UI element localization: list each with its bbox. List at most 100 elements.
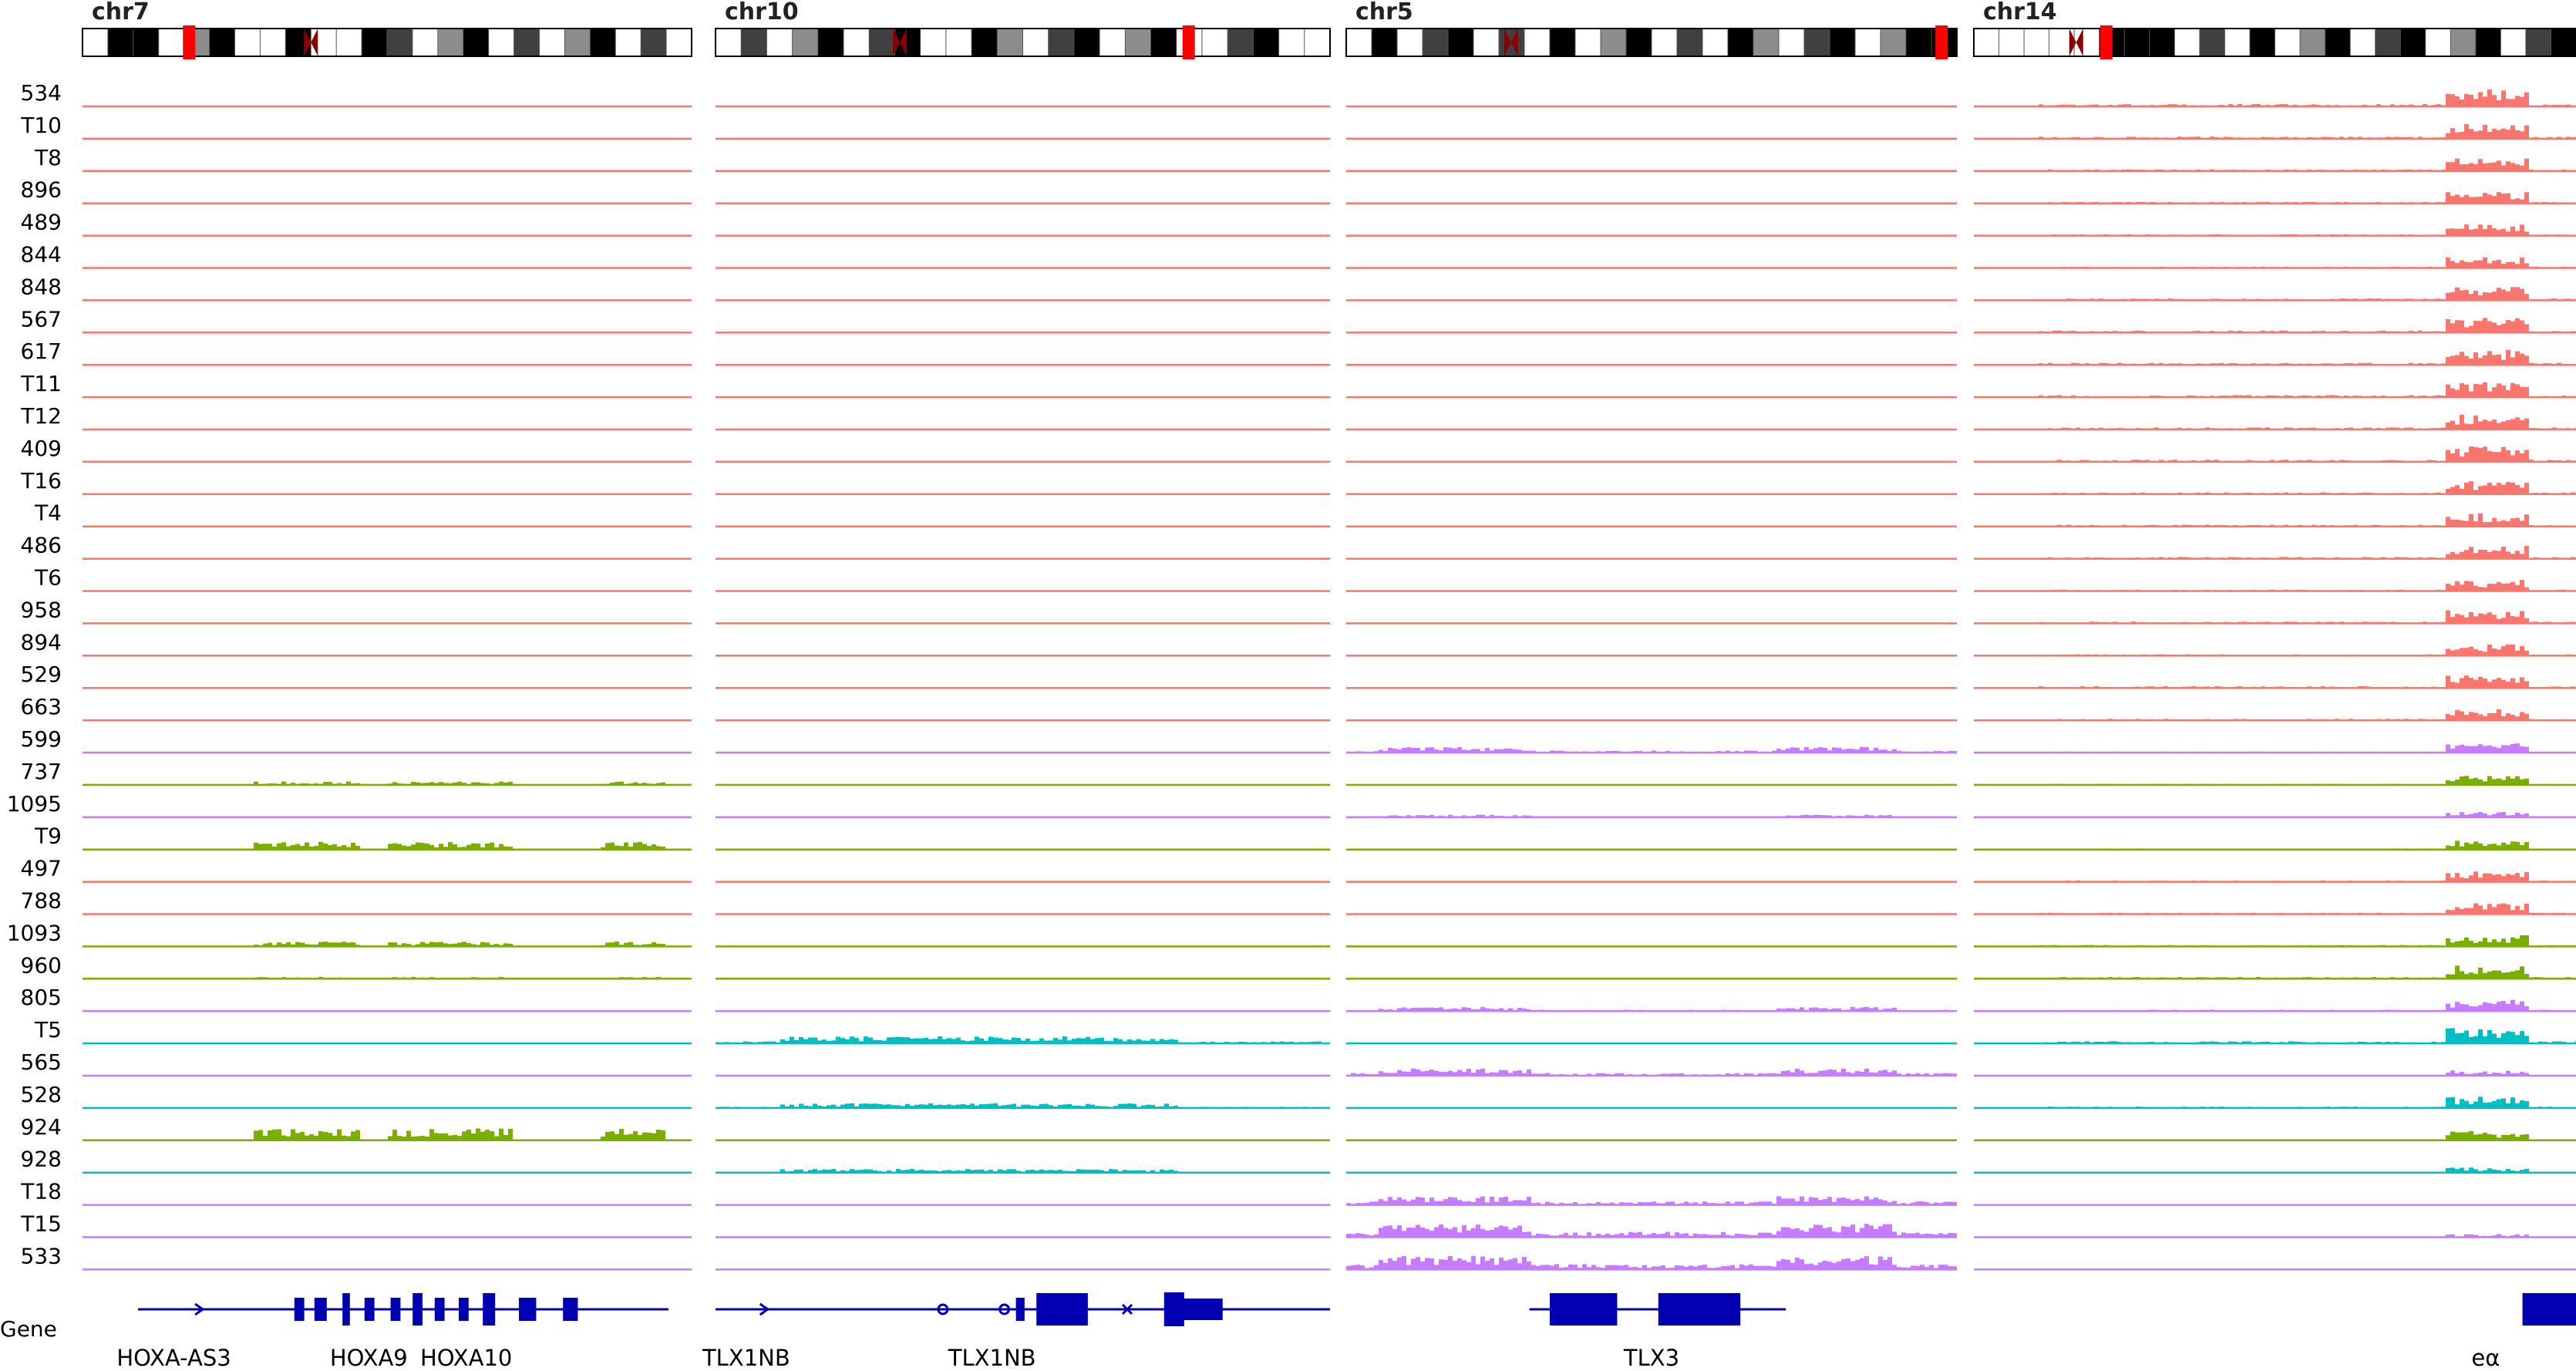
track-row-599: 599 (21, 726, 2576, 753)
coverage-area (1974, 709, 2576, 720)
track-row-1095: 1095 (7, 791, 2576, 817)
cytoband (716, 29, 742, 56)
cytoband (844, 29, 870, 56)
ideogram-chr14: chr14 (1974, 0, 2576, 59)
ideogram-chr10: chr10 (716, 0, 1331, 59)
gene-model-chr14: eα (2471, 1293, 2576, 1371)
exon (1016, 1298, 1025, 1321)
cytoband (210, 29, 235, 56)
coverage-area (1974, 446, 2576, 462)
coverage-area (1346, 1069, 1957, 1076)
exon (295, 1298, 305, 1321)
track-row-958: 958 (21, 597, 2576, 623)
track-label: 528 (21, 1082, 62, 1107)
cytoband (615, 29, 641, 56)
track-row-489: 489 (21, 210, 2576, 236)
exon (1550, 1293, 1593, 1326)
coverage-area (1974, 610, 2576, 623)
track-label: 805 (21, 985, 62, 1010)
cytoband (2400, 29, 2426, 56)
cytoband (463, 29, 489, 56)
cytoband (489, 29, 514, 56)
cytoband (1202, 29, 1228, 56)
coverage-area (1974, 224, 2576, 236)
cytoband (1524, 29, 1551, 56)
cytoband (2500, 29, 2526, 56)
cytoband (1074, 29, 1100, 56)
track-row-T18: T18 (20, 1179, 2576, 1205)
cytoband (1423, 29, 1449, 56)
track-row-805: 805 (21, 985, 2576, 1011)
chromosome-label: chr7 (92, 0, 150, 25)
coverage-area (1974, 965, 2576, 979)
exon (519, 1298, 536, 1321)
track-label: T9 (34, 824, 62, 849)
cytoband (1906, 29, 1932, 56)
track-label: 663 (21, 694, 62, 719)
cytoband (1125, 29, 1151, 56)
track-label: 617 (21, 339, 62, 364)
cytoband (2325, 29, 2351, 56)
coverage-area (1346, 1256, 1957, 1270)
ideogram-chr5: chr5 (1346, 0, 1958, 59)
track-label: 928 (21, 1147, 62, 1172)
track-row-1093: 1093 (7, 920, 2576, 946)
cytoband (946, 29, 972, 56)
gene-name-label: HOXA10 (420, 1345, 512, 1371)
track-label: T15 (20, 1211, 62, 1237)
cytoband (1397, 29, 1423, 56)
cytoband (108, 29, 133, 56)
coverage-area (82, 1129, 692, 1140)
coverage-area (1974, 192, 2576, 203)
cytoband (159, 29, 184, 56)
cytoband (2150, 29, 2175, 56)
exon (342, 1293, 350, 1326)
track-label: T6 (34, 565, 62, 591)
track-row-663: 663 (21, 694, 2576, 720)
cytoband (2350, 29, 2376, 56)
cytoband (1779, 29, 1805, 56)
cytoband (666, 29, 692, 56)
locus-highlight (1935, 25, 1948, 59)
cytoband (971, 29, 998, 56)
coverage-area (1974, 645, 2576, 656)
cytoband (921, 29, 947, 56)
coverage-area (1974, 89, 2576, 106)
cytoband (1279, 29, 1305, 56)
track-row-896: 896 (21, 177, 2576, 204)
coverage-area (1974, 1131, 2576, 1140)
track-label: 497 (21, 856, 62, 881)
track-row-848: 848 (21, 274, 2576, 300)
cytoband (1652, 29, 1678, 56)
exon (563, 1298, 577, 1321)
track-row-T9: T9 (34, 824, 2576, 850)
cytoband (2174, 29, 2200, 56)
exon (435, 1298, 445, 1321)
cytoband (1626, 29, 1652, 56)
track-label: 896 (21, 177, 62, 203)
track-label: 1095 (7, 791, 62, 817)
cytoband (2275, 29, 2301, 56)
cytoband (362, 29, 387, 56)
track-row-617: 617 (21, 339, 2576, 365)
track-label: T4 (34, 500, 62, 526)
exon (1682, 1293, 1741, 1326)
coverage-area (1974, 743, 2576, 753)
gene-name-label: TLX1NB (702, 1345, 790, 1371)
track-row-T5: T5 (34, 1017, 2576, 1043)
gene-model-chr10: TLX1NB TLX1NB (702, 1292, 1330, 1371)
coverage-area (1974, 350, 2576, 365)
cytoband (641, 29, 666, 56)
cytoband (2476, 29, 2501, 56)
coverage-area (1974, 675, 2576, 688)
cytoband (590, 29, 615, 56)
track-row-528: 528 (21, 1082, 2576, 1108)
track-label: 529 (21, 662, 62, 687)
track-row-533: 533 (21, 1243, 2576, 1269)
cytoband (2124, 29, 2150, 56)
track-label: 844 (21, 242, 62, 268)
coverage-area (1974, 871, 2576, 881)
cytoband (133, 29, 159, 56)
coverage-area (1974, 935, 2576, 947)
cytoband (387, 29, 412, 56)
